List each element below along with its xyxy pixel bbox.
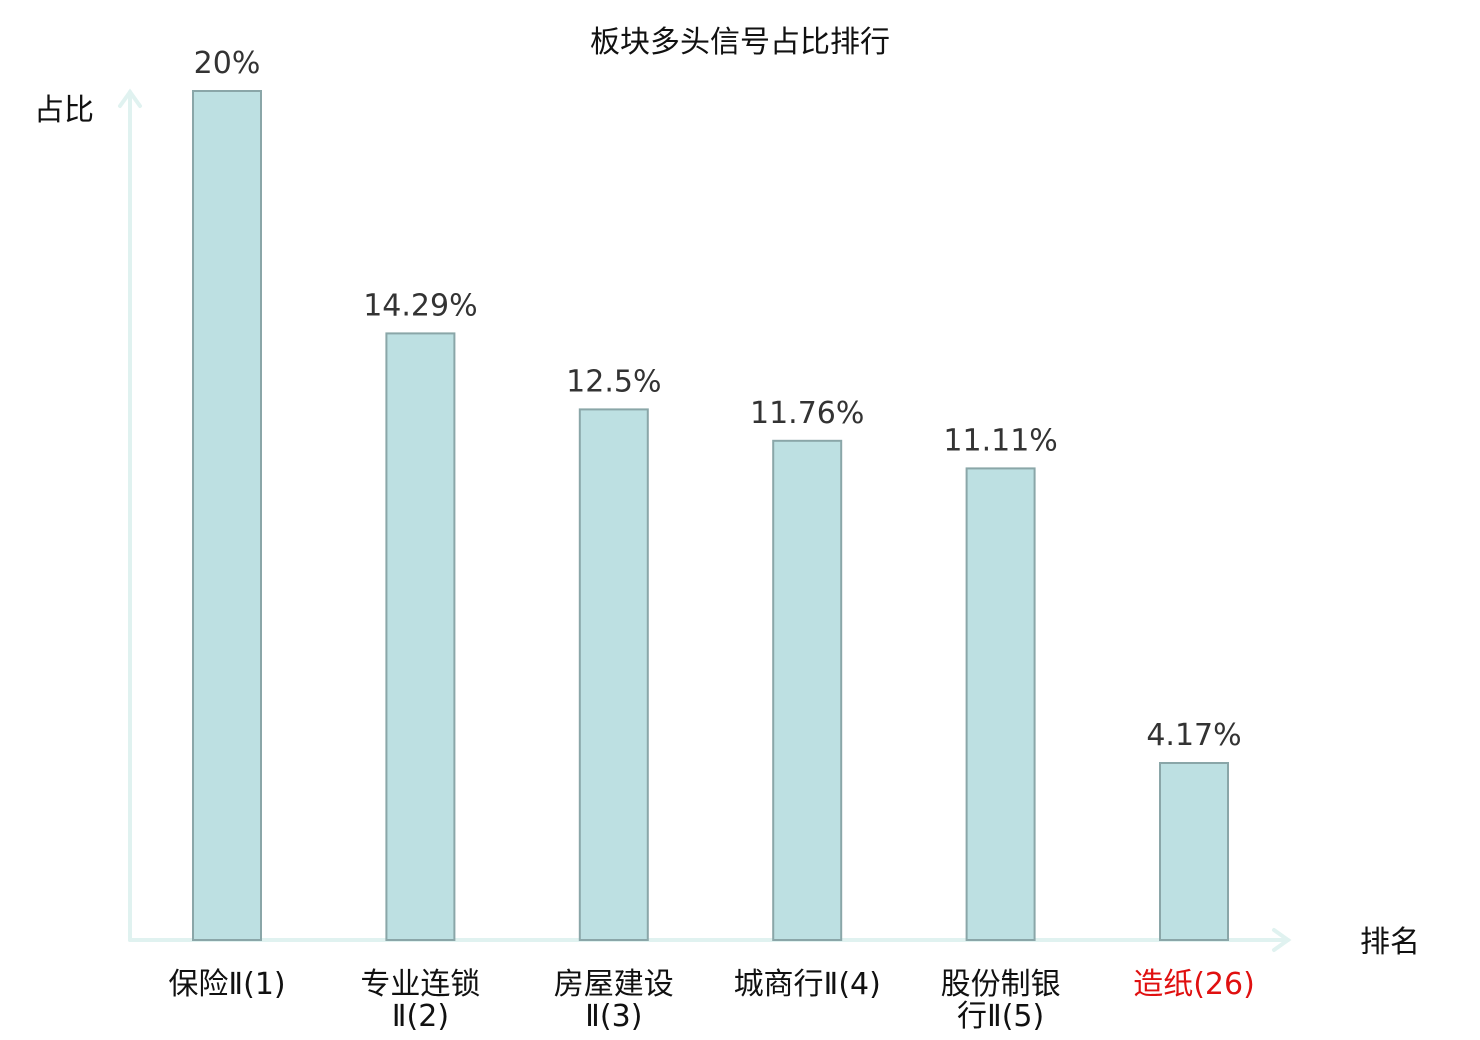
bar-5 bbox=[965, 467, 1036, 941]
bars-group bbox=[192, 90, 1229, 941]
bar-2 bbox=[385, 332, 456, 941]
category-label-line: Ⅱ(3) bbox=[585, 999, 642, 1034]
category-label-line: 保险Ⅱ(1) bbox=[168, 967, 285, 1002]
value-labels-group: 20% 14.29% 12.5% 11.76% 11.11% 4.17% bbox=[194, 46, 1242, 753]
category-label-4: 城商行Ⅱ(4) bbox=[734, 967, 881, 1002]
category-label-line: 行Ⅱ(5) bbox=[957, 999, 1044, 1034]
category-label-line: Ⅱ(2) bbox=[392, 999, 449, 1034]
axes bbox=[118, 88, 1292, 952]
chart-title: 板块多头信号占比排行 bbox=[590, 25, 890, 60]
category-label-line: 造纸(26) bbox=[1133, 967, 1255, 1002]
value-label-6: 4.17% bbox=[1146, 718, 1241, 753]
bar-1 bbox=[192, 90, 262, 941]
value-label-1: 20% bbox=[194, 46, 261, 81]
bar-4 bbox=[772, 439, 843, 941]
category-labels-group: 保险Ⅱ(1) 专业连锁 Ⅱ(2) 房屋建设 Ⅱ(3) 城商行Ⅱ(4) 股份制银行Ⅱ(5) 造纸… bbox=[168, 967, 1254, 1034]
category-label-2: 专业连锁 Ⅱ(2) bbox=[360, 967, 480, 1034]
category-label-line: 股份制银 bbox=[941, 967, 1061, 1002]
x-axis-label: 排名 bbox=[1360, 925, 1420, 960]
category-label-line: 专业连锁 bbox=[360, 967, 480, 1002]
value-label-2: 14.29% bbox=[363, 288, 477, 323]
bar-3 bbox=[578, 408, 649, 941]
y-axis-label: 占比 bbox=[34, 93, 94, 128]
value-label-3: 12.5% bbox=[566, 364, 661, 399]
value-label-4: 11.76% bbox=[750, 396, 864, 431]
category-label-line: 城商行Ⅱ(4) bbox=[734, 967, 881, 1002]
category-label-line: 房屋建设 bbox=[554, 967, 674, 1002]
category-label-6: 造纸(26) bbox=[1133, 967, 1255, 1002]
category-label-1: 保险Ⅱ(1) bbox=[168, 967, 285, 1002]
category-label-5: 股份制银行Ⅱ(5) bbox=[941, 967, 1061, 1034]
bar-6 bbox=[1159, 762, 1229, 941]
y-axis-arrow bbox=[118, 88, 142, 108]
value-label-5: 11.11% bbox=[943, 423, 1057, 458]
category-label-3: 房屋建设 Ⅱ(3) bbox=[554, 967, 674, 1034]
x-axis-arrow bbox=[1272, 928, 1292, 952]
